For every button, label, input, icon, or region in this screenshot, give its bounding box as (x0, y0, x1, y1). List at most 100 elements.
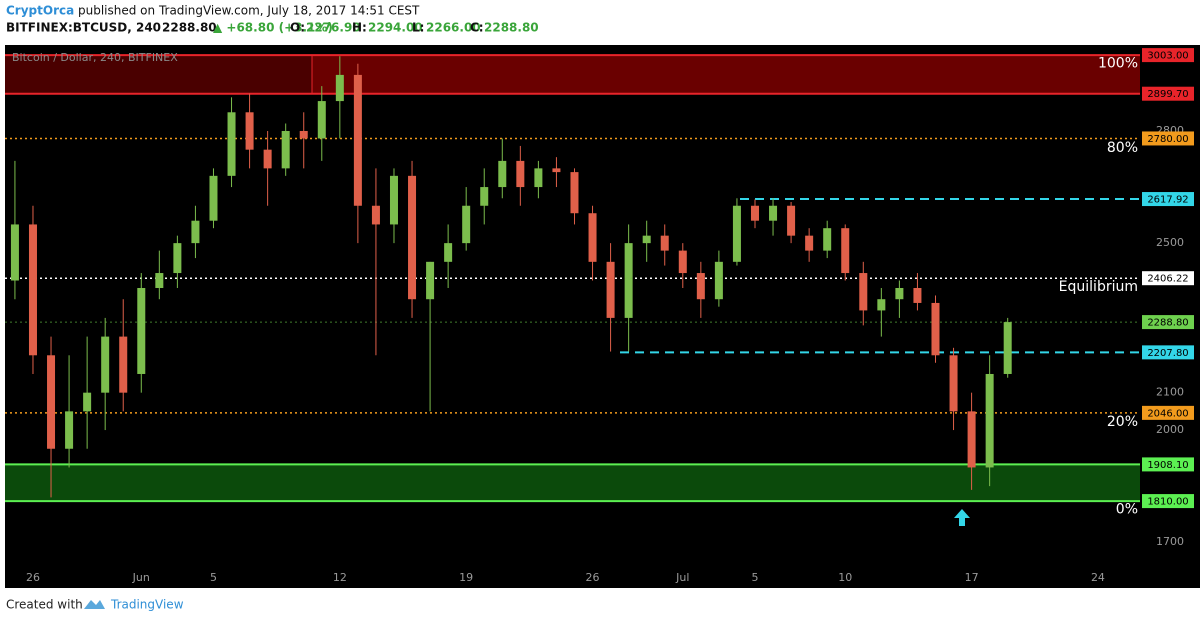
x-tick-label: 5 (210, 571, 217, 584)
annotation: 100% (1098, 56, 1138, 72)
logo (84, 600, 105, 609)
candle-body (173, 243, 182, 274)
candle-body (859, 273, 868, 311)
x-tick-label: 5 (751, 571, 758, 584)
x-tick-label: 19 (459, 571, 473, 584)
level-box (1142, 271, 1194, 286)
candle-body (10, 224, 19, 281)
change: ▲ +68.80 (+3.1%) (213, 21, 333, 35)
zone-highlight (312, 55, 1140, 94)
level-box (1142, 345, 1194, 360)
candle-body (426, 261, 435, 300)
candle-body (534, 168, 543, 188)
annotation: Equilibrium (1059, 279, 1138, 295)
ohlc-value: 2276.90 (306, 21, 361, 35)
level-box (1142, 405, 1194, 420)
x-tick-label: 24 (1091, 571, 1105, 584)
candle-body (696, 273, 705, 300)
footer-created: Created with (6, 598, 83, 612)
candle-body (83, 392, 92, 412)
candle-body (137, 287, 146, 374)
candle-body (245, 112, 254, 150)
candle-body (389, 175, 398, 225)
x-tick-label: 10 (838, 571, 852, 584)
subtitle: Bitcoin / Dollar, 240, BITFINEX (12, 51, 178, 64)
y-tick-label: 2100 (1156, 386, 1184, 399)
x-tick-label: Jul (675, 571, 689, 584)
candle-body (570, 172, 579, 214)
candle-body (516, 160, 525, 188)
level-label: 2617.92 (1147, 195, 1188, 206)
ohlc-value: 2288.80 (484, 21, 539, 35)
level-label: 2406.22 (1147, 274, 1188, 285)
candle-body (28, 224, 37, 356)
y-tick-label: 2500 (1156, 236, 1184, 249)
level-box (1142, 192, 1194, 207)
level-box (1142, 48, 1194, 63)
level-box (1142, 131, 1194, 146)
x-tick-label: Jun (132, 571, 150, 584)
ohlc-key: C: (470, 21, 484, 35)
candle-body (353, 74, 362, 206)
candle-body (895, 287, 904, 300)
candle-body (317, 101, 326, 139)
candle-body (462, 205, 471, 244)
level-label: 2046.00 (1147, 408, 1188, 419)
candle-body (967, 411, 976, 468)
candle-body (732, 205, 741, 262)
candle-body (660, 235, 669, 251)
candle-body (263, 149, 272, 169)
level-label: 2288.80 (1147, 318, 1188, 329)
candle-body (624, 243, 633, 318)
candle-body (985, 373, 994, 468)
candle-body (913, 287, 922, 303)
level-box (1142, 86, 1194, 101)
candle-body (714, 261, 723, 300)
level-label: 2899.70 (1147, 89, 1188, 100)
candle-body (588, 213, 597, 262)
candle-body (552, 168, 561, 173)
candle-body (371, 205, 380, 225)
symbol: BITFINEX:BTCUSD, 240 (6, 21, 161, 35)
ohlc-value: 2266.00 (426, 21, 481, 35)
candle-body (335, 74, 344, 102)
ohlc: O: 2276.90H: 2294.00L: 2266.00C: 2288.80 (290, 21, 539, 35)
candle-body (949, 355, 958, 412)
candle-body (191, 220, 200, 244)
y-tick-label: 2000 (1156, 423, 1184, 436)
candle-body (444, 243, 453, 262)
header-bg (0, 0, 1200, 45)
candle-body (498, 160, 507, 188)
candle-body (480, 187, 489, 206)
candle-body (805, 235, 814, 251)
author[interactable]: CryptOrca (6, 4, 74, 18)
candle-body (408, 175, 417, 300)
candle-body (227, 112, 236, 176)
level-label: 1908.10 (1147, 460, 1188, 471)
candle-body (155, 273, 164, 288)
level-box (1142, 315, 1194, 330)
annotation: 80% (1107, 140, 1138, 156)
ohlc-key: O: (290, 21, 305, 35)
footer-brand[interactable]: TradingView (110, 598, 184, 612)
x-tick-label: 26 (26, 571, 40, 584)
x-tick-label: 26 (586, 571, 600, 584)
footer-bg (0, 588, 1200, 621)
candle-body (209, 175, 218, 221)
candle-body (678, 250, 687, 274)
x-tick-label: 17 (965, 571, 979, 584)
last-price: 2288.80 (162, 21, 217, 35)
candle-body (47, 355, 56, 449)
candle-body (841, 228, 850, 274)
candle-body (65, 411, 74, 449)
candle-body (299, 130, 308, 139)
level-label: 2207.80 (1147, 348, 1188, 359)
level-label: 2780.00 (1147, 134, 1188, 145)
ohlc-value: 2294.00 (368, 21, 423, 35)
candle-body (101, 336, 110, 393)
ohlc-key: H: (352, 21, 367, 35)
candle-body (1003, 322, 1012, 374)
